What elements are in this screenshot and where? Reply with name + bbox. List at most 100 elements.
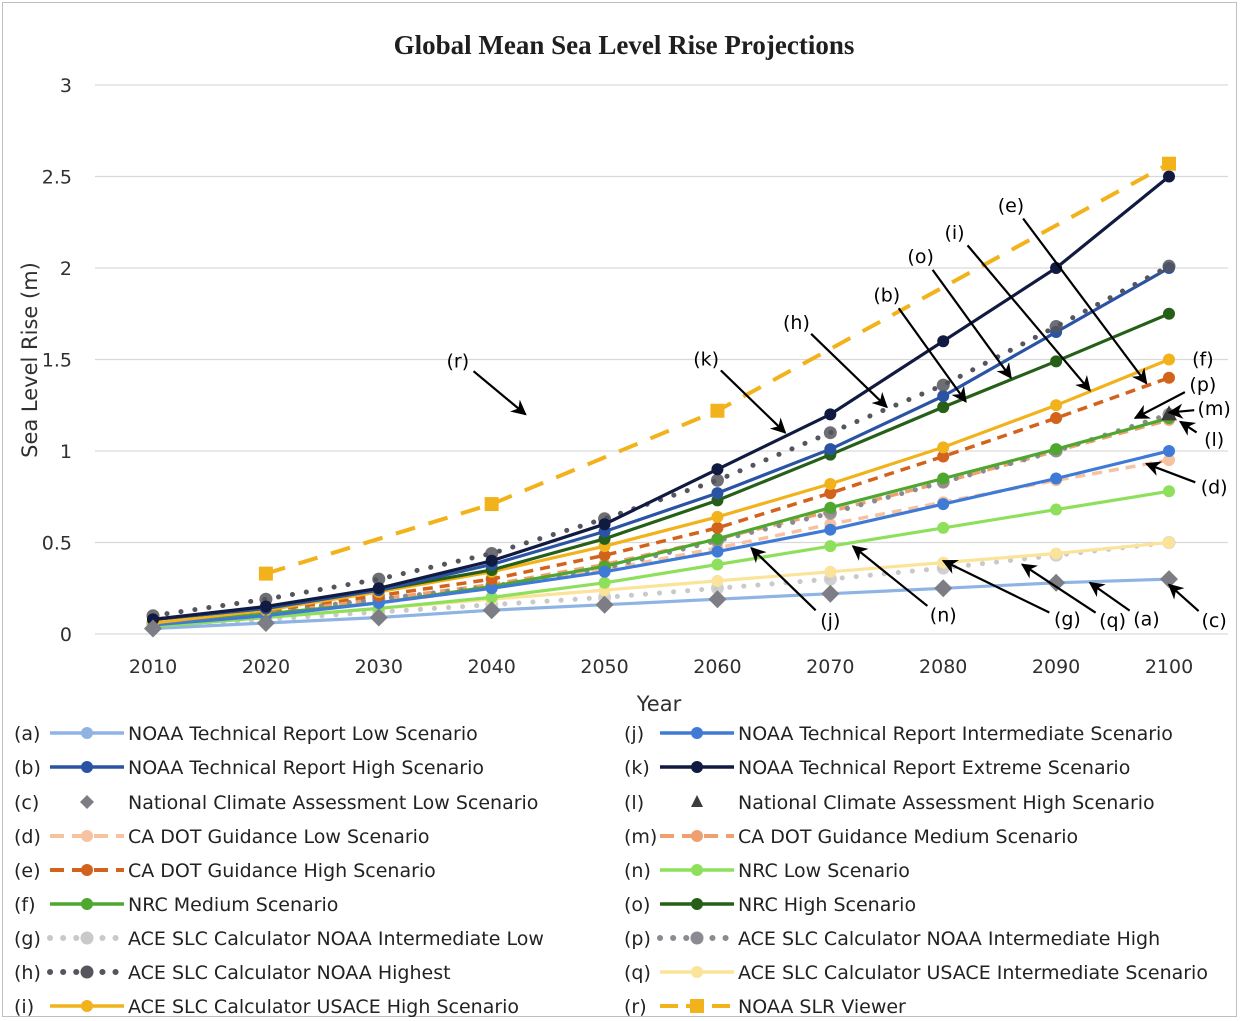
- legend-label: National Climate Assessment Low Scenario: [128, 792, 538, 814]
- x-tick-label: 2010: [129, 656, 177, 678]
- legend-label: CA DOT Guidance High Scenario: [128, 860, 436, 882]
- legend-label: NOAA Technical Report Low Scenario: [128, 723, 478, 745]
- series-b: [147, 262, 1175, 625]
- data-point: [1163, 537, 1175, 549]
- legend-marker: [691, 898, 703, 910]
- legend-item-b: (b) NOAA Technical Report High Scenario: [14, 757, 484, 779]
- data-point: [1163, 485, 1175, 497]
- data-point: [708, 590, 726, 608]
- y-tick-label: 2.5: [42, 167, 72, 189]
- legend-item-a: (a) NOAA Technical Report Low Scenario: [14, 723, 478, 745]
- legend-marker: [81, 727, 93, 739]
- legend-marker: [80, 795, 94, 809]
- legend-marker: [691, 864, 703, 876]
- y-tick-label: 0: [60, 624, 72, 646]
- data-point: [1050, 320, 1063, 333]
- legend-item-l: (l) National Climate Assessment High Scen…: [624, 792, 1155, 814]
- annotation-f: (f): [1192, 349, 1214, 371]
- x-tick-label: 2060: [693, 656, 741, 678]
- data-point: [824, 540, 836, 552]
- y-tick-labels: 00.511.522.53: [42, 75, 72, 646]
- x-tick-label: 2030: [355, 656, 403, 678]
- annotations: (r) (k)(h)(b)(o)(i)(e)(f)(p)(m)(l)(d)(j)(…: [446, 195, 1230, 632]
- y-axis-label: Sea Level Rise (m): [18, 262, 42, 458]
- chart-title: Global Mean Sea Level Rise Projections: [394, 30, 855, 60]
- x-tick-labels: 2010 2020 2030 2040 2050 2060 2070 2080 2090 2100: [129, 656, 1193, 678]
- annotation-g: (g): [943, 561, 1081, 631]
- data-point: [821, 585, 839, 603]
- legend-label: NOAA Technical Report Intermediate Scena…: [738, 723, 1173, 745]
- data-point: [1162, 157, 1176, 171]
- data-point: [1163, 445, 1175, 457]
- data-point: [1050, 504, 1062, 516]
- legend-letter: (l): [624, 792, 644, 814]
- legend-marker: [81, 830, 93, 842]
- legend-letter: (k): [624, 757, 650, 779]
- legend-label: ACE SLC Calculator USACE High Scenario: [128, 996, 519, 1018]
- data-point: [937, 441, 949, 453]
- y-tick-label: 3: [60, 75, 72, 97]
- legend-marker: [691, 727, 703, 739]
- legend-letter: (g): [14, 928, 41, 950]
- annotation-arrow: [1090, 583, 1130, 611]
- data-point: [710, 404, 724, 418]
- legend-letter: (o): [624, 894, 650, 916]
- data-point: [259, 567, 273, 581]
- legend-marker: [81, 864, 93, 876]
- data-point: [1163, 354, 1175, 366]
- data-point: [824, 524, 836, 536]
- data-point: [373, 582, 385, 594]
- legend-label: NOAA Technical Report Extreme Scenario: [738, 757, 1130, 779]
- data-point: [824, 502, 836, 514]
- data-point: [824, 426, 837, 439]
- legend-item-q: (q) ACE SLC Calculator USACE Intermediate…: [624, 962, 1208, 984]
- series-o: [147, 308, 1175, 626]
- annotation-k: (k): [693, 349, 785, 433]
- legend-item-d: (d) CA DOT Guidance Low Scenario: [14, 826, 430, 848]
- legend-item-h: (h) ACE SLC Calculator NOAA Highest: [14, 962, 451, 984]
- x-tick-label: 2070: [806, 656, 854, 678]
- legend-item-g: (g) ACE SLC Calculator NOAA Intermediate …: [14, 928, 544, 950]
- annotation-arrow: [474, 371, 526, 414]
- legend-marker: [691, 761, 703, 773]
- annotation-label: (o): [907, 246, 933, 268]
- annotation-arrow: [933, 270, 1011, 378]
- legend-marker: [691, 830, 703, 842]
- legend-item-p: (p) ACE SLC Calculator NOAA Intermediate …: [624, 928, 1160, 950]
- annotation-arrow: [1180, 422, 1196, 433]
- legend-item-r: (r) NOAA SLR Viewer: [624, 996, 906, 1018]
- data-point: [1163, 308, 1175, 320]
- x-tick-label: 2100: [1145, 656, 1193, 678]
- annotation-label: (l): [1204, 429, 1224, 451]
- data-point: [1163, 171, 1175, 183]
- data-point: [1163, 372, 1175, 384]
- legend-label: NRC Medium Scenario: [128, 894, 338, 916]
- legend-label: NRC Low Scenario: [738, 860, 910, 882]
- x-tick-label: 2090: [1032, 656, 1080, 678]
- data-point: [599, 518, 611, 530]
- legend-letter: (e): [14, 860, 41, 882]
- data-point: [937, 401, 949, 413]
- legend-label: ACE SLC Calculator NOAA Highest: [128, 962, 451, 984]
- series-h: [147, 260, 1176, 623]
- data-point: [599, 566, 611, 578]
- annotation-arrow: [1146, 464, 1195, 482]
- legend-letter: (a): [14, 723, 40, 745]
- data-point: [711, 558, 723, 570]
- annotation-o: (o): [907, 246, 1011, 378]
- legend-letter: (d): [14, 826, 41, 848]
- legend-letter: (b): [14, 757, 41, 779]
- legend-marker: [691, 795, 703, 807]
- x-tick-label: 2020: [242, 656, 290, 678]
- legend-letter: (q): [624, 962, 651, 984]
- annotation-label: (n): [930, 605, 957, 627]
- data-point: [711, 522, 723, 534]
- legend-letter: (c): [14, 792, 39, 814]
- data-point: [1050, 547, 1062, 559]
- data-point: [711, 474, 724, 487]
- legend-letter: (i): [14, 996, 34, 1018]
- data-point: [599, 577, 611, 589]
- legend: (a) NOAA Technical Report Low Scenario (b)…: [14, 723, 1208, 1018]
- legend-item-o: (o) NRC High Scenario: [624, 894, 916, 916]
